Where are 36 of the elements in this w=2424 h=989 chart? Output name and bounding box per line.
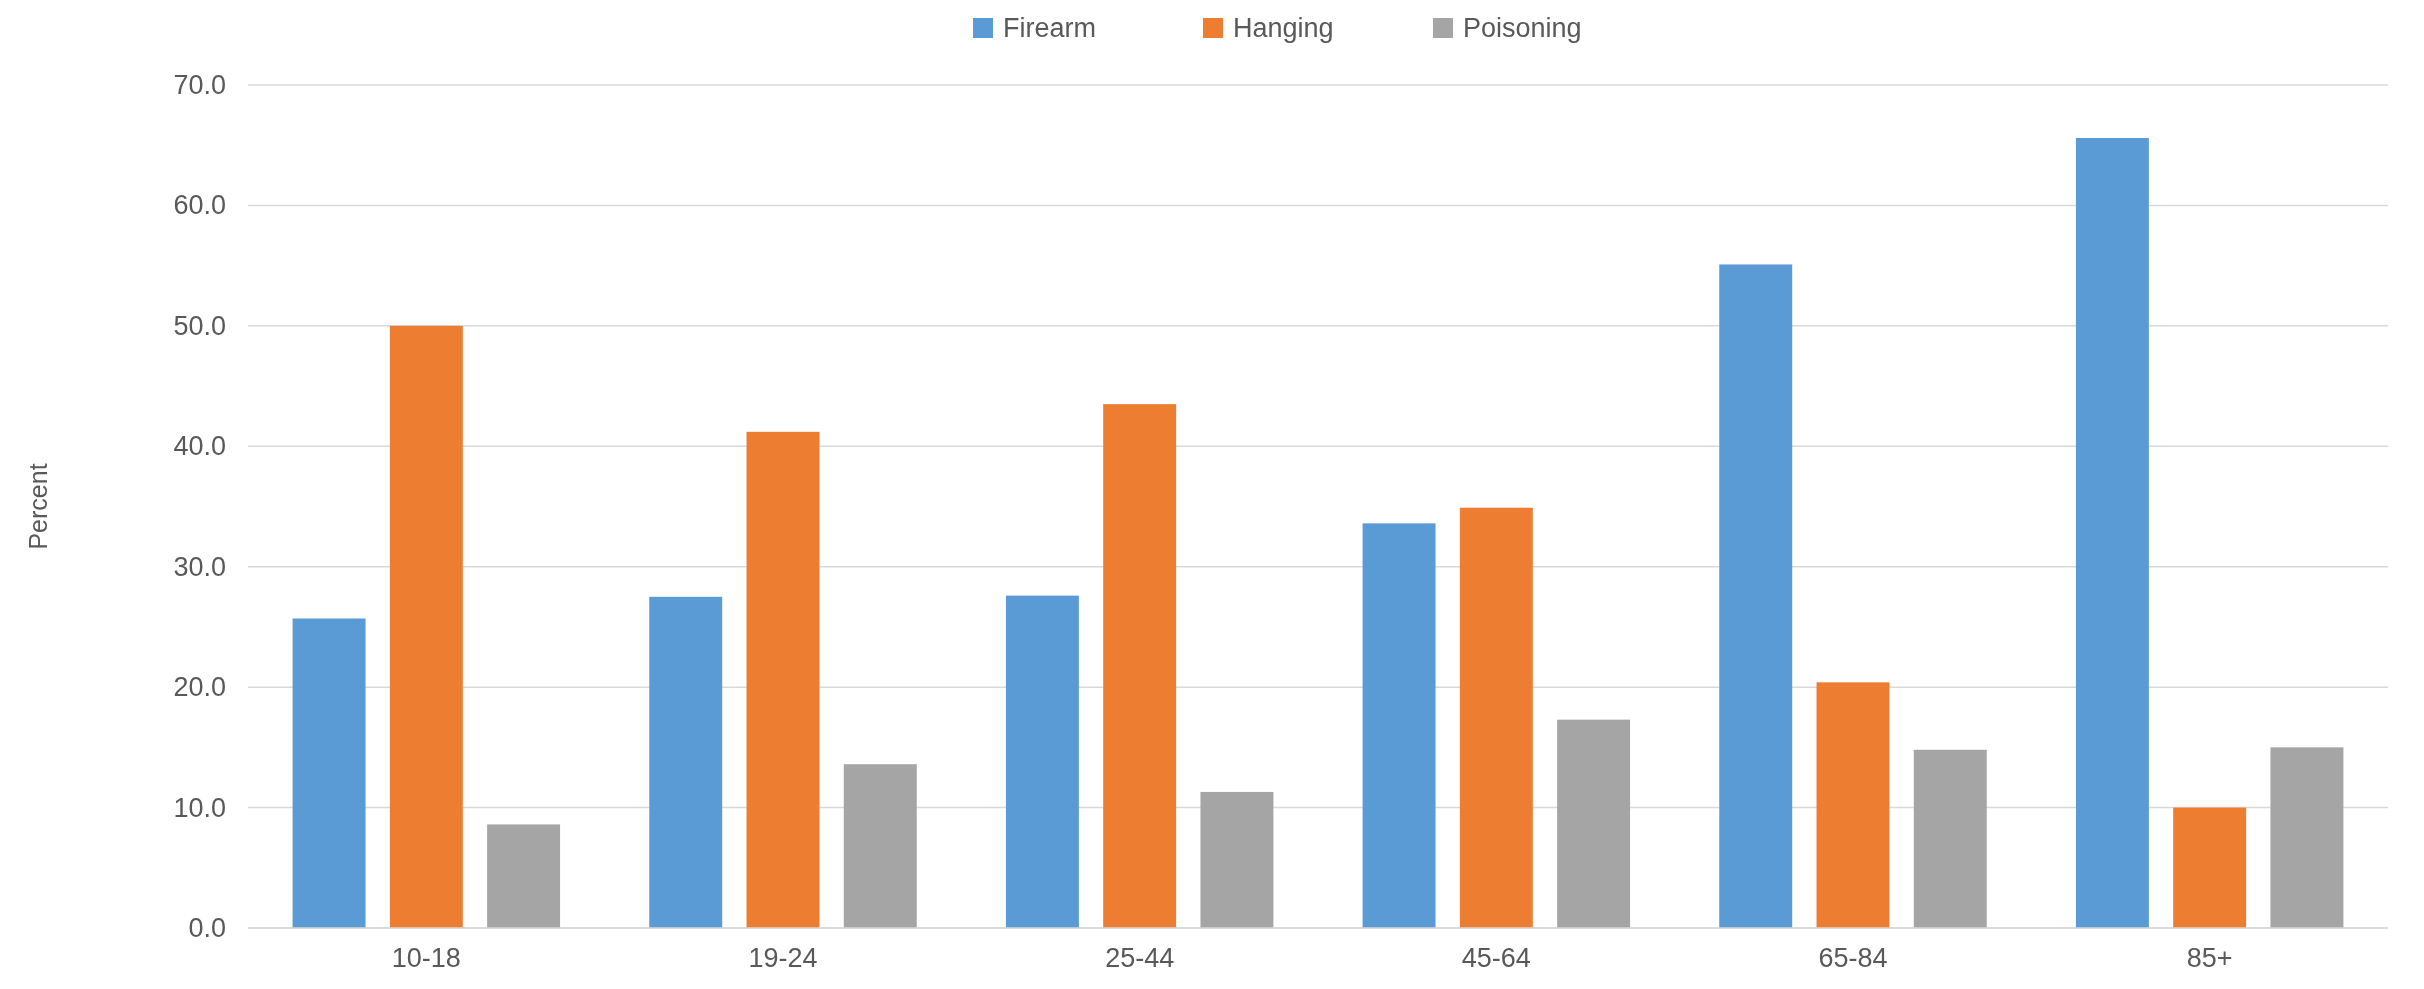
bar xyxy=(1200,791,1274,928)
y-tick-label: 30.0 xyxy=(173,551,226,582)
bar xyxy=(1103,404,1177,928)
bar xyxy=(487,824,561,928)
bar xyxy=(389,325,463,928)
x-tick-label: 10-18 xyxy=(391,943,461,973)
bar xyxy=(1005,595,1079,928)
y-axis-title: Percent xyxy=(24,463,52,550)
bar xyxy=(843,764,917,928)
x-tick-label: 19-24 xyxy=(748,943,818,973)
legend-label: Firearm xyxy=(1003,13,1096,43)
bar xyxy=(2270,747,2344,928)
x-tick-label: 45-64 xyxy=(1461,943,1531,973)
y-tick-label: 20.0 xyxy=(173,672,226,703)
bar xyxy=(2075,137,2149,928)
y-tick-label: 0.0 xyxy=(188,913,226,943)
y-tick-label: 40.0 xyxy=(173,431,226,462)
x-tick-label: 65-84 xyxy=(1818,943,1888,973)
bar xyxy=(2173,807,2247,928)
bar xyxy=(1362,523,1436,928)
x-tick-label: 25-44 xyxy=(1105,943,1175,973)
bar xyxy=(746,431,820,928)
x-tick-label: 85+ xyxy=(2186,943,2233,973)
bar xyxy=(1816,682,1890,928)
y-tick-label: 70.0 xyxy=(173,70,226,100)
y-tick-label: 10.0 xyxy=(173,792,226,823)
legend-label: Hanging xyxy=(1233,13,1334,43)
legend-label: Poisoning xyxy=(1463,13,1582,43)
y-tick-label: 50.0 xyxy=(173,310,226,341)
bar xyxy=(1913,749,1987,928)
y-tick-label: 60.0 xyxy=(173,190,226,221)
bar xyxy=(292,618,366,928)
bar xyxy=(1557,719,1631,928)
bar xyxy=(1719,264,1793,928)
bar xyxy=(1459,507,1533,928)
bar xyxy=(649,596,723,928)
